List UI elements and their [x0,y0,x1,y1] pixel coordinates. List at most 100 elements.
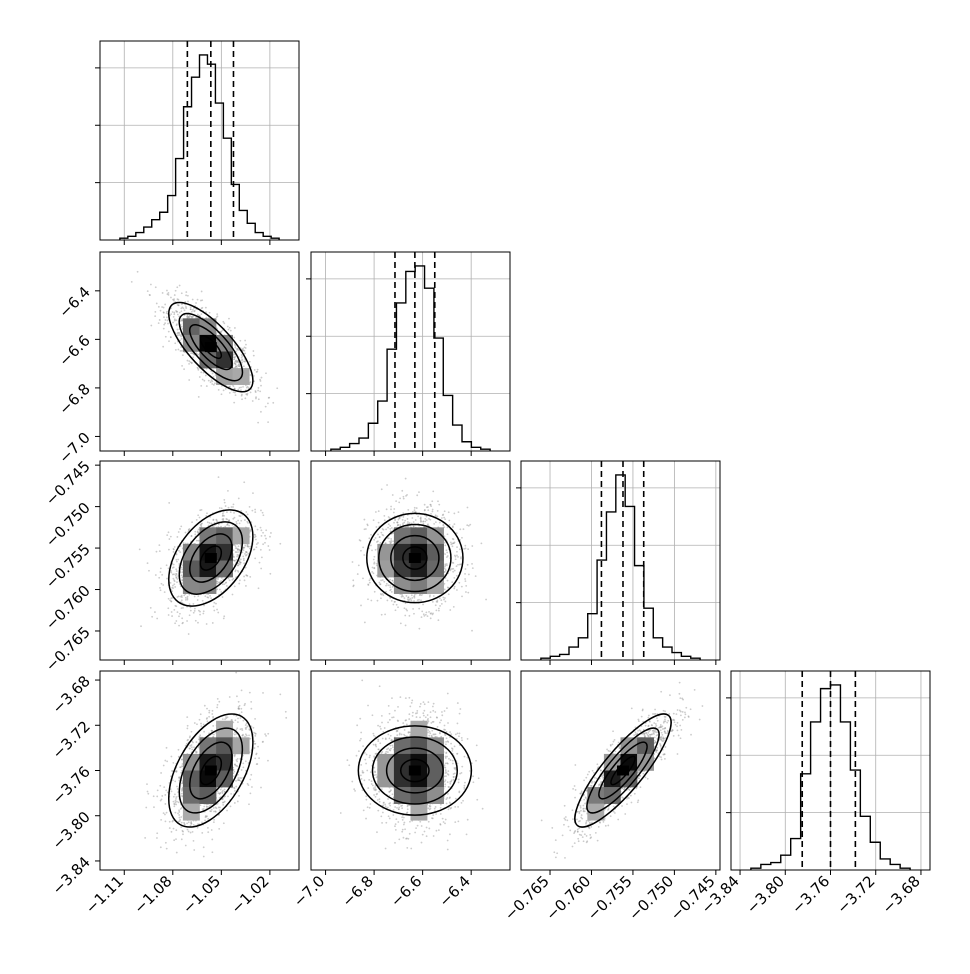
sample-point [418,628,420,630]
sample-point [367,598,369,600]
sample-point [174,802,176,804]
sample-point [472,567,474,569]
sample-point [242,766,244,768]
sample-point [239,522,241,524]
sample-point [386,583,388,585]
sample-point [150,325,152,327]
sample-point [251,786,253,788]
sample-point [446,564,448,566]
sample-point [475,575,477,577]
sample-point [386,484,388,486]
sample-point [231,506,233,508]
sample-point [454,555,456,557]
sample-point [172,574,174,576]
sample-point [159,785,161,787]
sample-point [211,380,213,382]
sample-point [173,551,175,553]
sample-point [197,314,199,316]
sample-point [448,593,450,595]
sample-point [173,609,175,611]
sample-point [424,521,426,523]
sample-point [412,608,414,610]
sample-point [480,542,482,544]
sample-point [432,511,434,513]
sample-point [239,705,241,707]
sample-point [213,602,215,604]
sample-point [176,333,178,335]
sample-point [418,608,420,610]
sample-point [382,594,384,596]
sample-point [243,547,245,549]
sample-point [207,818,209,820]
sample-point [190,306,192,308]
sample-point [443,524,445,526]
sample-point [173,300,175,302]
sample-point [175,559,177,561]
sample-point [176,323,178,325]
sample-point [453,577,455,579]
sample-point [193,849,195,851]
sample-point [207,521,209,523]
sample-point [157,789,159,791]
sample-point [375,549,377,551]
sample-point [371,549,373,551]
sample-point [397,524,399,526]
sample-point [244,519,246,521]
sample-point [204,595,206,597]
sample-point [279,543,281,545]
sample-point [222,518,224,520]
sample-point [191,311,193,313]
sample-point [374,567,376,569]
sample-point [183,368,185,370]
sample-point [180,310,182,312]
sample-point [218,581,220,583]
sample-point [269,549,271,551]
panel-background [311,252,510,451]
sample-point [150,284,152,286]
sample-point [465,580,467,582]
sample-point [170,572,172,574]
sample-point [159,550,161,552]
sample-point [370,545,372,547]
sample-point [158,544,160,546]
sample-point [246,521,248,523]
sample-point [445,601,447,603]
sample-point [211,713,213,715]
sample-point [485,599,487,601]
sample-point [276,387,278,389]
sample-point [181,292,183,294]
sample-point [411,597,413,599]
sample-point [224,526,226,528]
sample-point [436,600,438,602]
sample-point [265,538,267,540]
sample-point [170,600,172,602]
sample-point [236,523,238,525]
sample-point [181,567,183,569]
sample-point [445,570,447,572]
sample-point [230,806,232,808]
sample-point [234,327,236,329]
sample-point [194,596,196,598]
sample-point [461,595,463,597]
sample-point [244,579,246,581]
sample-point [471,563,473,565]
sample-point [409,615,411,617]
scatter-panel-1-0 [100,252,299,451]
sample-point [370,600,372,602]
sample-point [193,612,195,614]
sample-point [262,512,264,514]
sample-point [249,546,251,548]
sample-point [193,316,195,318]
sample-point [168,598,170,600]
sample-point [173,801,175,803]
sample-point [441,517,443,519]
sample-point [186,620,188,622]
sample-point [375,526,377,528]
sample-point [250,374,252,376]
sample-point [265,372,267,374]
sample-point [437,510,439,512]
sample-point [184,309,186,311]
sample-point [389,586,391,588]
sample-point [172,779,174,781]
